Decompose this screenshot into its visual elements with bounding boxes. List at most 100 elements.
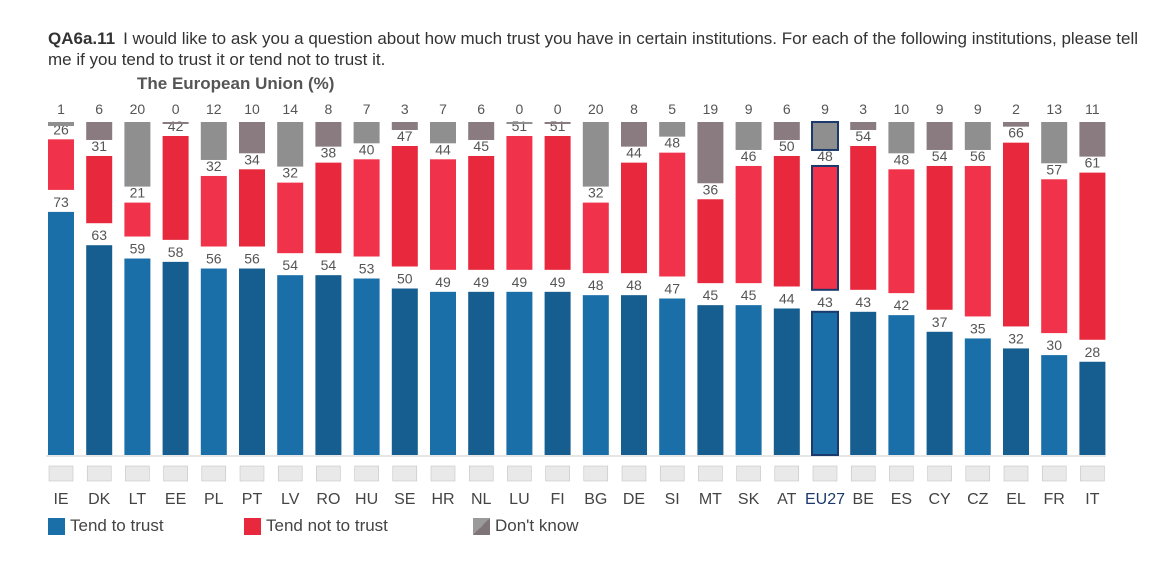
label-dont-know-at: 6 <box>783 101 791 117</box>
label-not-trust-nl: 45 <box>473 138 489 154</box>
flag-icon-bg <box>583 465 609 482</box>
bar-not-trust-de <box>621 162 647 274</box>
flag-icon-ie <box>48 465 74 482</box>
label-dont-know-pl: 12 <box>206 101 222 117</box>
bar-trust-ee <box>162 261 189 455</box>
bar-not-trust-ee <box>162 136 189 240</box>
flag-icon-hu <box>354 465 379 482</box>
label-trust-si: 47 <box>664 280 680 296</box>
bar-trust-cy <box>926 331 953 455</box>
bar-trust-lv <box>277 275 304 455</box>
bar-trust-pl <box>200 268 227 455</box>
flag-icon-it <box>1080 465 1105 482</box>
category-label-el: EL <box>1006 491 1026 508</box>
category-label-dk: DK <box>88 491 111 508</box>
label-not-trust-lu: 51 <box>512 118 528 134</box>
flag-icon-mt <box>698 465 723 482</box>
flag-icon-si <box>659 465 685 482</box>
label-trust-el: 32 <box>1008 330 1024 346</box>
category-label-ee: EE <box>165 491 186 508</box>
label-not-trust-hu: 40 <box>359 141 375 157</box>
legend-swatch-trust <box>48 517 65 535</box>
label-dont-know-cz: 9 <box>974 101 982 117</box>
label-trust-sk: 45 <box>741 287 757 303</box>
bar-not-trust-hr <box>430 159 456 270</box>
label-trust-at: 44 <box>779 290 795 306</box>
category-label-si: SI <box>665 491 680 508</box>
bar-not-trust-el <box>1003 142 1029 327</box>
bar-trust-be <box>850 311 877 455</box>
bar-dont-know-ie <box>48 122 74 126</box>
flag-icon-fi <box>545 465 570 482</box>
bar-trust-de <box>621 295 647 455</box>
category-label-at: AT <box>777 491 796 508</box>
bar-dont-know-lt <box>124 122 151 187</box>
legend-item-dont-know: Don't know <box>473 516 579 536</box>
bar-trust-el <box>1003 348 1029 455</box>
bar-trust-ie <box>48 211 74 455</box>
bar-not-trust-be <box>850 145 877 290</box>
label-trust-lu: 49 <box>512 274 528 290</box>
flag-icon-cz <box>965 465 991 482</box>
bar-dont-know-fr <box>1041 122 1068 164</box>
bar-dont-know-nl <box>468 122 495 140</box>
label-dont-know-lu: 0 <box>516 101 524 117</box>
bar-not-trust-cz <box>964 165 991 317</box>
label-trust-pl: 56 <box>206 251 222 267</box>
label-trust-nl: 49 <box>473 274 489 290</box>
label-not-trust-at: 50 <box>779 138 795 154</box>
label-dont-know-de: 8 <box>630 101 638 117</box>
label-dont-know-lv: 14 <box>282 101 298 117</box>
bar-not-trust-ro <box>315 162 342 254</box>
flag-icon-eu27 <box>812 465 838 482</box>
flag-icon-sk <box>736 465 761 482</box>
bar-dont-know-mt <box>697 122 724 184</box>
bar-not-trust-fi <box>544 136 571 270</box>
category-label-se: SE <box>394 491 415 508</box>
label-dont-know-se: 3 <box>401 101 409 117</box>
bar-trust-dk <box>86 245 113 455</box>
bar-trust-at <box>773 308 800 455</box>
label-trust-fi: 49 <box>550 274 566 290</box>
label-trust-de: 48 <box>626 277 642 293</box>
label-dont-know-cy: 9 <box>936 101 944 117</box>
flag-icon-ro <box>316 465 341 482</box>
label-not-trust-hr: 44 <box>435 141 451 157</box>
label-not-trust-pt: 34 <box>244 151 260 167</box>
category-label-pl: PL <box>204 491 224 508</box>
bar-trust-sk <box>735 305 762 455</box>
label-trust-mt: 45 <box>703 287 719 303</box>
bar-dont-know-hr <box>430 122 456 144</box>
label-trust-dk: 63 <box>91 227 107 243</box>
flag-icon-dk <box>86 465 112 482</box>
label-trust-lv: 54 <box>282 257 298 273</box>
bar-not-trust-lu <box>506 136 533 270</box>
label-trust-cz: 35 <box>970 320 986 336</box>
bar-not-trust-ie <box>48 139 74 190</box>
bar-dont-know-hu <box>353 122 380 144</box>
flag-icon-se <box>392 465 418 482</box>
bar-trust-hu <box>353 278 380 455</box>
question-text: QA6a.11 I would like to ask you a questio… <box>48 28 1138 70</box>
label-dont-know-hr: 7 <box>439 101 447 117</box>
legend-label-not-trust: Tend not to trust <box>266 516 388 535</box>
label-dont-know-eu27: 9 <box>821 101 829 117</box>
bar-not-trust-si <box>659 152 686 277</box>
category-label-cy: CY <box>928 491 951 508</box>
label-not-trust-cy: 54 <box>932 148 948 164</box>
category-label-ro: RO <box>316 491 340 508</box>
category-label-ie: IE <box>53 491 68 508</box>
bar-trust-pt <box>239 268 265 455</box>
bar-trust-bg <box>582 295 609 455</box>
bar-dont-know-de <box>621 122 647 147</box>
bar-trust-hr <box>430 291 456 455</box>
label-trust-es: 42 <box>894 297 910 313</box>
legend-item-not-trust: Tend not to trust <box>244 516 388 536</box>
bar-dont-know-lu <box>506 122 533 124</box>
legend-swatch-dont-know <box>473 517 490 535</box>
category-label-nl: NL <box>471 491 492 508</box>
bar-dont-know-se <box>391 122 418 130</box>
label-not-trust-si: 48 <box>664 135 680 151</box>
flag-icon-ee <box>163 465 188 482</box>
